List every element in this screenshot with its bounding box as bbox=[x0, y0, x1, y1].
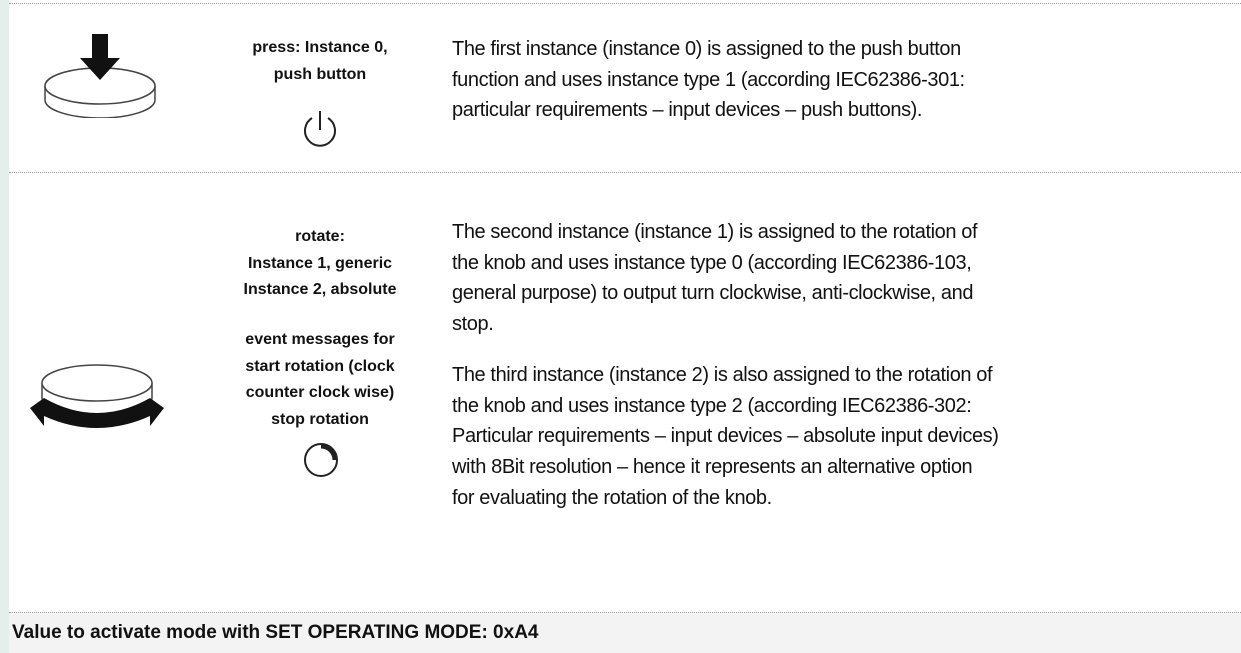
row-rule bbox=[9, 3, 1241, 4]
label-line: rotate: bbox=[295, 228, 345, 245]
description-line: function and uses instance type 1 (accor… bbox=[452, 68, 965, 91]
description-line: the knob and uses instance type 0 (accor… bbox=[452, 251, 972, 274]
push-icon bbox=[44, 34, 156, 118]
footer-background bbox=[9, 613, 1241, 653]
label-line: Instance 2, absolute bbox=[243, 281, 397, 298]
row-rule bbox=[9, 612, 1241, 613]
side-strip bbox=[0, 0, 9, 653]
row-rule bbox=[9, 172, 1241, 173]
label-line: counter clock wise) bbox=[245, 384, 395, 401]
rotation-icon bbox=[304, 443, 338, 477]
footer-text: Value to activate mode with SET OPERATIN… bbox=[12, 622, 539, 643]
description-line: The second instance (instance 1) is assi… bbox=[452, 221, 978, 243]
description-line: The third instance (instance 2) is also … bbox=[452, 364, 993, 386]
power-icon bbox=[304, 111, 336, 147]
description-line: stop. bbox=[452, 313, 494, 336]
label-line: start rotation (clock bbox=[245, 357, 395, 375]
description-line: for evaluating the rotation of the knob. bbox=[452, 486, 772, 509]
label-line: Instance 1, generic bbox=[247, 254, 393, 272]
description-line: the knob and uses instance type 2 (accor… bbox=[452, 394, 972, 417]
rotate-icon bbox=[30, 364, 164, 428]
label-line: push button bbox=[273, 65, 367, 83]
label-line: press: Instance 0, bbox=[252, 39, 388, 56]
description-line: particular requirements – input devices … bbox=[452, 99, 923, 122]
label-line: stop rotation bbox=[271, 410, 369, 428]
description-line: The first instance (instance 0) is assig… bbox=[452, 38, 961, 60]
description-line: with 8Bit resolution – hence it represen… bbox=[452, 456, 973, 479]
description-line: Particular requirements – input devices … bbox=[452, 425, 999, 448]
description-line: general purpose) to output turn clockwis… bbox=[452, 282, 974, 305]
label-line: event messages for bbox=[245, 331, 395, 348]
